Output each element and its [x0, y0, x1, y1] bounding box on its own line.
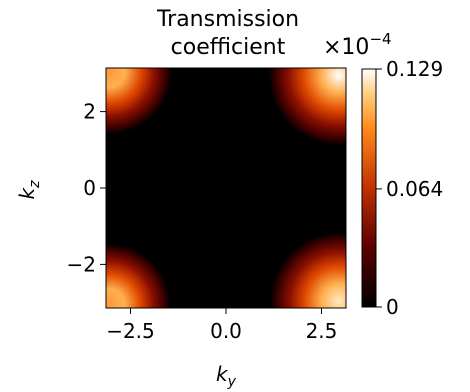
hotspot-1: [106, 68, 172, 134]
x-axis-ticks: −2.5 0.0 2.5: [106, 308, 337, 343]
x-axis-label-sub: y: [227, 374, 237, 390]
colorbar-tick-label: 0.129: [386, 57, 443, 81]
y-tick-label: −2: [67, 252, 96, 276]
hotspot-2: [270, 232, 346, 308]
colorbar-tick-label: 0: [386, 295, 399, 319]
colorbar-ticks: 0.129 0.064 0: [376, 57, 443, 319]
colorbar-tick-label: 0.064: [386, 177, 443, 201]
scale-factor-label: ×10−4: [323, 30, 392, 60]
chart-title-line-2: coefficient: [171, 35, 286, 60]
hotspot-3: [106, 243, 171, 308]
y-axis-label-sub: z: [27, 180, 43, 189]
scale-factor-exponent: −4: [369, 30, 391, 48]
scale-factor-base: ×10: [323, 35, 369, 60]
x-tick-label: −2.5: [106, 319, 155, 343]
y-tick-label: 0: [83, 176, 96, 200]
y-tick-label: 2: [83, 100, 96, 124]
chart-title-line-1: Transmission: [156, 7, 299, 32]
y-axis-label-base: k: [15, 186, 39, 199]
x-tick-label: 0.0: [210, 319, 242, 343]
hotspot-0: [268, 68, 346, 146]
x-axis-label-base: k: [216, 362, 229, 386]
x-axis-label: ky: [216, 362, 237, 390]
colorbar: [361, 68, 377, 308]
heatmap-hotspots: [106, 68, 346, 308]
x-tick-label: 2.5: [306, 319, 338, 343]
y-axis-ticks: 2 0 −2: [67, 100, 106, 276]
y-axis-label: kz: [15, 180, 43, 200]
